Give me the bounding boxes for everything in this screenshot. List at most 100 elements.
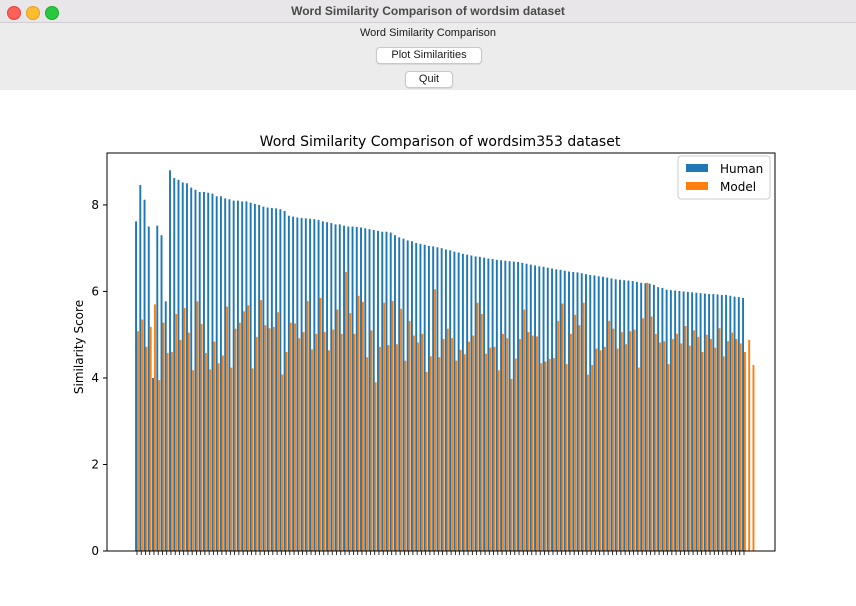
bar-model-130 bbox=[688, 345, 691, 551]
bars-group bbox=[135, 170, 755, 552]
bar-human-131 bbox=[691, 292, 694, 551]
bar-human-101 bbox=[563, 270, 566, 551]
bar-model-32 bbox=[272, 326, 275, 551]
bar-human-2 bbox=[143, 199, 146, 551]
bar-human-81 bbox=[478, 256, 481, 551]
bar-model-6 bbox=[162, 322, 165, 551]
bar-model-142 bbox=[739, 343, 742, 551]
bar-model-44 bbox=[323, 332, 326, 551]
y-tick-label-0: 0 bbox=[91, 544, 99, 558]
bar-model-120 bbox=[646, 282, 649, 551]
bar-model-92 bbox=[527, 332, 530, 551]
bar-human-137 bbox=[716, 294, 719, 551]
bar-human-50 bbox=[347, 226, 350, 552]
bar-human-61 bbox=[394, 235, 396, 551]
bar-human-10 bbox=[177, 179, 180, 551]
bar-human-35 bbox=[283, 210, 286, 551]
bar-human-119 bbox=[640, 282, 643, 551]
bar-human-112 bbox=[610, 278, 613, 551]
bar-model-84 bbox=[493, 346, 496, 551]
bar-human-40 bbox=[304, 218, 307, 551]
bar-model-101 bbox=[565, 364, 568, 551]
bar-model-103 bbox=[574, 314, 577, 551]
bar-model-119 bbox=[642, 318, 645, 551]
bar-model-59 bbox=[387, 345, 390, 551]
bar-model-31 bbox=[268, 328, 271, 551]
bar-human-57 bbox=[377, 230, 379, 551]
bar-human-82 bbox=[483, 257, 486, 551]
bar-model-68 bbox=[425, 371, 428, 551]
bar-human-37 bbox=[292, 216, 295, 551]
bar-model-58 bbox=[383, 302, 386, 551]
bar-model-36 bbox=[289, 322, 292, 551]
bar-human-9 bbox=[173, 178, 176, 551]
bar-human-75 bbox=[453, 251, 456, 551]
bar-human-27 bbox=[249, 202, 252, 551]
bar-model-123 bbox=[659, 342, 662, 551]
bar-model-1 bbox=[141, 319, 144, 551]
bar-model-50 bbox=[349, 313, 352, 551]
bar-human-29 bbox=[258, 204, 261, 551]
quit-button[interactable]: Quit bbox=[405, 71, 453, 88]
bar-human-105 bbox=[580, 273, 583, 551]
bar-model-116 bbox=[629, 331, 632, 551]
bar-human-39 bbox=[300, 217, 303, 551]
plot-similarities-button[interactable]: Plot Similarities bbox=[376, 47, 482, 64]
bar-human-120 bbox=[644, 283, 647, 551]
maximize-window-icon[interactable] bbox=[45, 6, 59, 20]
legend-label-model: Model bbox=[720, 180, 756, 194]
bar-model-64 bbox=[408, 320, 411, 551]
bar-human-127 bbox=[674, 290, 677, 551]
y-axis-label: Similarity Score bbox=[72, 300, 86, 394]
bar-human-99 bbox=[555, 269, 558, 551]
bar-model-60 bbox=[391, 300, 394, 551]
bar-model-23 bbox=[234, 328, 237, 551]
window-title: Word Similarity Comparison of wordsim da… bbox=[291, 4, 565, 18]
bar-human-53 bbox=[360, 227, 362, 551]
bar-model-109 bbox=[599, 350, 602, 551]
bar-model-56 bbox=[374, 382, 377, 551]
x-ticks-group bbox=[136, 551, 745, 555]
bar-model-80 bbox=[476, 302, 479, 551]
bar-model-35 bbox=[285, 352, 288, 551]
bar-model-12 bbox=[187, 332, 190, 551]
bar-model-121 bbox=[650, 316, 653, 551]
bar-human-32 bbox=[270, 207, 273, 551]
bar-human-77 bbox=[461, 253, 464, 552]
bar-model-145 bbox=[752, 364, 755, 551]
bar-human-92 bbox=[525, 263, 528, 551]
bar-human-139 bbox=[725, 294, 728, 551]
chart-title: Word Similarity Comparison of wordsim353… bbox=[260, 134, 621, 150]
bar-model-65 bbox=[412, 335, 415, 551]
bar-model-105 bbox=[582, 302, 585, 551]
bar-model-42 bbox=[315, 333, 318, 551]
bar-human-73 bbox=[444, 249, 447, 551]
bar-model-91 bbox=[523, 309, 526, 551]
bar-human-33 bbox=[275, 208, 278, 551]
bar-human-104 bbox=[576, 272, 579, 551]
legend-label-human: Human bbox=[720, 162, 763, 176]
bar-human-95 bbox=[538, 266, 541, 551]
close-window-icon[interactable] bbox=[7, 6, 21, 20]
bar-human-13 bbox=[190, 187, 193, 552]
bar-model-37 bbox=[294, 323, 296, 551]
bar-model-5 bbox=[158, 380, 161, 551]
bar-model-53 bbox=[361, 301, 364, 551]
bar-model-129 bbox=[684, 326, 687, 551]
bar-human-47 bbox=[334, 224, 337, 551]
bar-model-99 bbox=[557, 320, 560, 551]
bar-model-27 bbox=[251, 368, 254, 551]
bar-human-86 bbox=[500, 260, 503, 551]
bar-model-125 bbox=[667, 364, 670, 551]
bar-human-113 bbox=[614, 279, 617, 551]
window-titlebar: Word Similarity Comparison of wordsim da… bbox=[0, 0, 856, 23]
bar-human-128 bbox=[678, 291, 681, 551]
bar-human-22 bbox=[228, 199, 231, 551]
minimize-window-icon[interactable] bbox=[26, 6, 40, 20]
bar-human-102 bbox=[568, 271, 570, 551]
bar-human-141 bbox=[733, 296, 736, 551]
bar-human-134 bbox=[703, 293, 706, 551]
bar-human-48 bbox=[338, 224, 341, 551]
bar-human-111 bbox=[606, 277, 609, 551]
bar-human-17 bbox=[207, 192, 210, 552]
